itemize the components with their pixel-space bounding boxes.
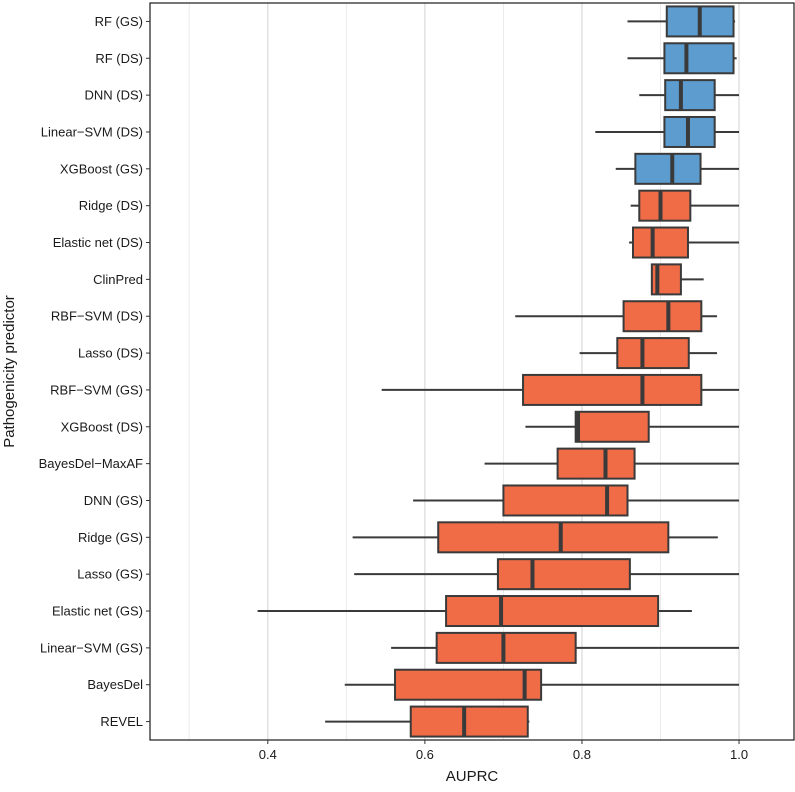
x-axis-title: AUPRC: [446, 768, 499, 785]
box-layer: [257, 5, 740, 738]
grid: [188, 3, 740, 740]
box-9: [515, 300, 718, 333]
box-18: [391, 631, 740, 664]
box-iqr: [522, 373, 703, 406]
box-iqr: [634, 152, 702, 185]
box-iqr: [632, 226, 689, 259]
y-tick-label: Elastic net (DS): [53, 235, 143, 250]
box-12: [525, 410, 740, 443]
y-tick-label: RF (DS): [95, 51, 143, 66]
y-axis-title: Pathogenicity predictor: [1, 295, 18, 448]
box-2: [627, 42, 737, 75]
y-tick-label: XGBoost (GS): [60, 161, 143, 176]
box-iqr: [574, 410, 650, 443]
box-iqr: [496, 558, 631, 591]
y-tick-label: Lasso (DS): [78, 346, 143, 361]
box-19: [344, 668, 740, 701]
box-iqr: [445, 595, 660, 628]
box-iqr: [409, 705, 529, 738]
y-tick-label: Linear−SVM (DS): [41, 124, 143, 139]
box-1: [627, 5, 736, 38]
box-iqr: [394, 668, 543, 701]
x-tick-label: 0.8: [573, 747, 591, 762]
box-iqr: [663, 42, 735, 75]
y-tick-label: DNN (GS): [84, 493, 143, 508]
box-11: [381, 373, 740, 406]
y-tick-label: RBF−SVM (DS): [51, 309, 143, 324]
y-tick-label: REVEL: [100, 714, 143, 729]
box-10: [579, 337, 718, 370]
y-axis: RF (GS) RF (DS) DNN (DS) Linear−SVM (DS) XGB…: [39, 14, 150, 729]
y-tick-label: RF (GS): [95, 14, 143, 29]
y-tick-label: Ridge (DS): [79, 198, 143, 213]
y-tick-label: ClinPred: [93, 272, 143, 287]
box-5: [615, 152, 740, 185]
box-iqr: [435, 631, 577, 664]
box-iqr: [616, 337, 690, 370]
box-iqr: [437, 521, 670, 554]
y-tick-label: RBF−SVM (GS): [50, 382, 143, 397]
box-6: [630, 189, 740, 222]
box-15: [352, 521, 718, 554]
box-13: [484, 447, 740, 480]
y-tick-label: XGBoost (DS): [61, 419, 143, 434]
box-3: [639, 79, 740, 112]
box-17: [257, 595, 692, 628]
box-7: [629, 226, 740, 259]
box-20: [325, 705, 530, 738]
box-4: [595, 115, 740, 148]
box-8: [650, 263, 704, 296]
y-tick-label: Linear−SVM (GS): [40, 640, 143, 655]
y-tick-label: BayesDel−MaxAF: [39, 456, 143, 471]
x-tick-label: 0.4: [259, 747, 277, 762]
x-tick-label: 1.0: [730, 747, 748, 762]
box-iqr: [664, 79, 716, 112]
y-tick-label: BayesDel: [87, 677, 143, 692]
box-16: [354, 558, 740, 591]
box-14: [413, 484, 740, 517]
box-iqr: [622, 300, 703, 333]
x-tick-label: 0.6: [416, 747, 434, 762]
y-tick-label: Lasso (GS): [77, 567, 143, 582]
plot-panel-border: [149, 2, 795, 741]
y-tick-label: Ridge (GS): [78, 530, 143, 545]
x-axis: 0.4 0.6 0.8 1.0: [259, 740, 748, 762]
box-iqr: [638, 189, 692, 222]
y-tick-label: DNN (DS): [85, 88, 144, 103]
y-tick-label: Elastic net (GS): [52, 604, 143, 619]
box-iqr: [556, 447, 636, 480]
